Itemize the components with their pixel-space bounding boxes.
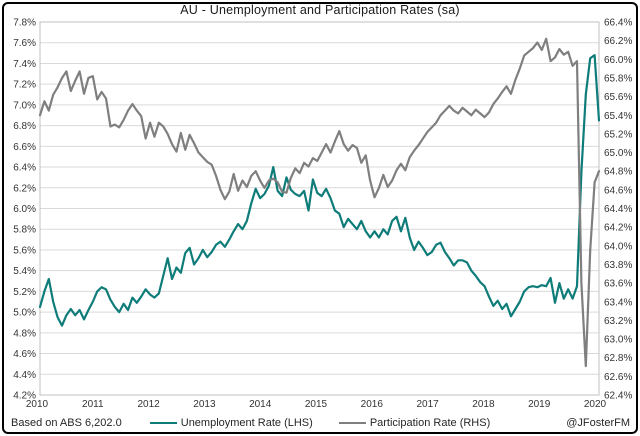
y-axis-label-left: 4.4% (13, 370, 36, 381)
y-axis-label-left: 5.4% (13, 266, 36, 277)
y-axis-label-left: 4.6% (13, 349, 36, 360)
y-axis-label-left: 5.0% (13, 308, 36, 319)
y-axis-label-right: 62.8% (604, 353, 632, 364)
x-axis-label: 2020 (584, 399, 607, 410)
y-axis-label-right: 63.0% (604, 335, 632, 346)
chart-title: AU - Unemployment and Participation Rate… (180, 3, 460, 17)
y-axis-label-left: 7.0% (13, 100, 36, 111)
y-axis-label-right: 65.0% (604, 148, 632, 159)
plot-frame (39, 21, 600, 396)
unemployment-rate-line (38, 54, 601, 327)
y-axis-label-right: 64.4% (604, 204, 632, 215)
y-axis-label-left: 6.2% (13, 183, 36, 194)
y-axis-label-right: 64.0% (604, 241, 632, 252)
author-handle: @JFosterFM (566, 417, 630, 429)
y-axis-label-right: 64.6% (604, 185, 632, 196)
x-axis-label: 2017 (416, 399, 439, 410)
y-axis-label-right: 63.4% (604, 297, 632, 308)
y-axis-label-left: 7.2% (13, 80, 36, 91)
y-axis-label-left: 5.6% (13, 245, 36, 256)
y-axis-label-left: 6.6% (13, 142, 36, 153)
participation-rate-line (38, 37, 601, 368)
y-axis-label-right: 65.6% (604, 92, 632, 103)
y-axis-label-right: 63.2% (604, 316, 632, 327)
y-axis-label-right: 62.6% (604, 372, 632, 383)
x-axis-label: 2019 (528, 399, 551, 410)
y-axis-label-right: 62.4% (604, 391, 632, 402)
y-axis-label-right: 63.8% (604, 260, 632, 271)
x-axis-label: 2018 (472, 399, 495, 410)
y-axis-label-left: 7.8% (13, 18, 36, 29)
x-axis-label: 2010 (26, 399, 49, 410)
y-axis-label-left: 7.6% (13, 38, 36, 49)
y-axis-label-left: 4.8% (13, 328, 36, 339)
y-axis-label-right: 64.8% (604, 167, 632, 178)
y-axis-label-right: 63.6% (604, 279, 632, 290)
y-axis-label-left: 4.2% (13, 391, 36, 402)
y-axis-label-right: 66.0% (604, 55, 632, 66)
y-axis-label-right: 64.2% (604, 223, 632, 234)
y-axis-label-left: 6.4% (13, 163, 36, 174)
x-axis-label: 2011 (82, 399, 104, 410)
y-axis-label-left: 5.2% (13, 287, 36, 298)
x-axis-label: 2016 (361, 399, 384, 410)
y-axis-label-right: 65.8% (604, 73, 632, 84)
y-axis-label-left: 5.8% (13, 225, 36, 236)
x-axis-label: 2014 (249, 399, 272, 410)
x-axis-label: 2013 (193, 399, 216, 410)
y-axis-label-left: 7.4% (13, 59, 36, 70)
y-axis-label-right: 66.4% (604, 18, 632, 29)
y-axis-label-left: 6.0% (13, 204, 36, 215)
x-axis-label: 2015 (305, 399, 328, 410)
y-axis-label-left: 6.8% (13, 121, 36, 132)
source-note: Based on ABS 6,202.0 (11, 417, 122, 429)
y-axis-label-right: 65.4% (604, 111, 632, 122)
x-axis-label: 2012 (137, 399, 160, 410)
y-axis-label-right: 66.2% (604, 36, 632, 47)
y-axis-label-right: 65.2% (604, 129, 632, 140)
